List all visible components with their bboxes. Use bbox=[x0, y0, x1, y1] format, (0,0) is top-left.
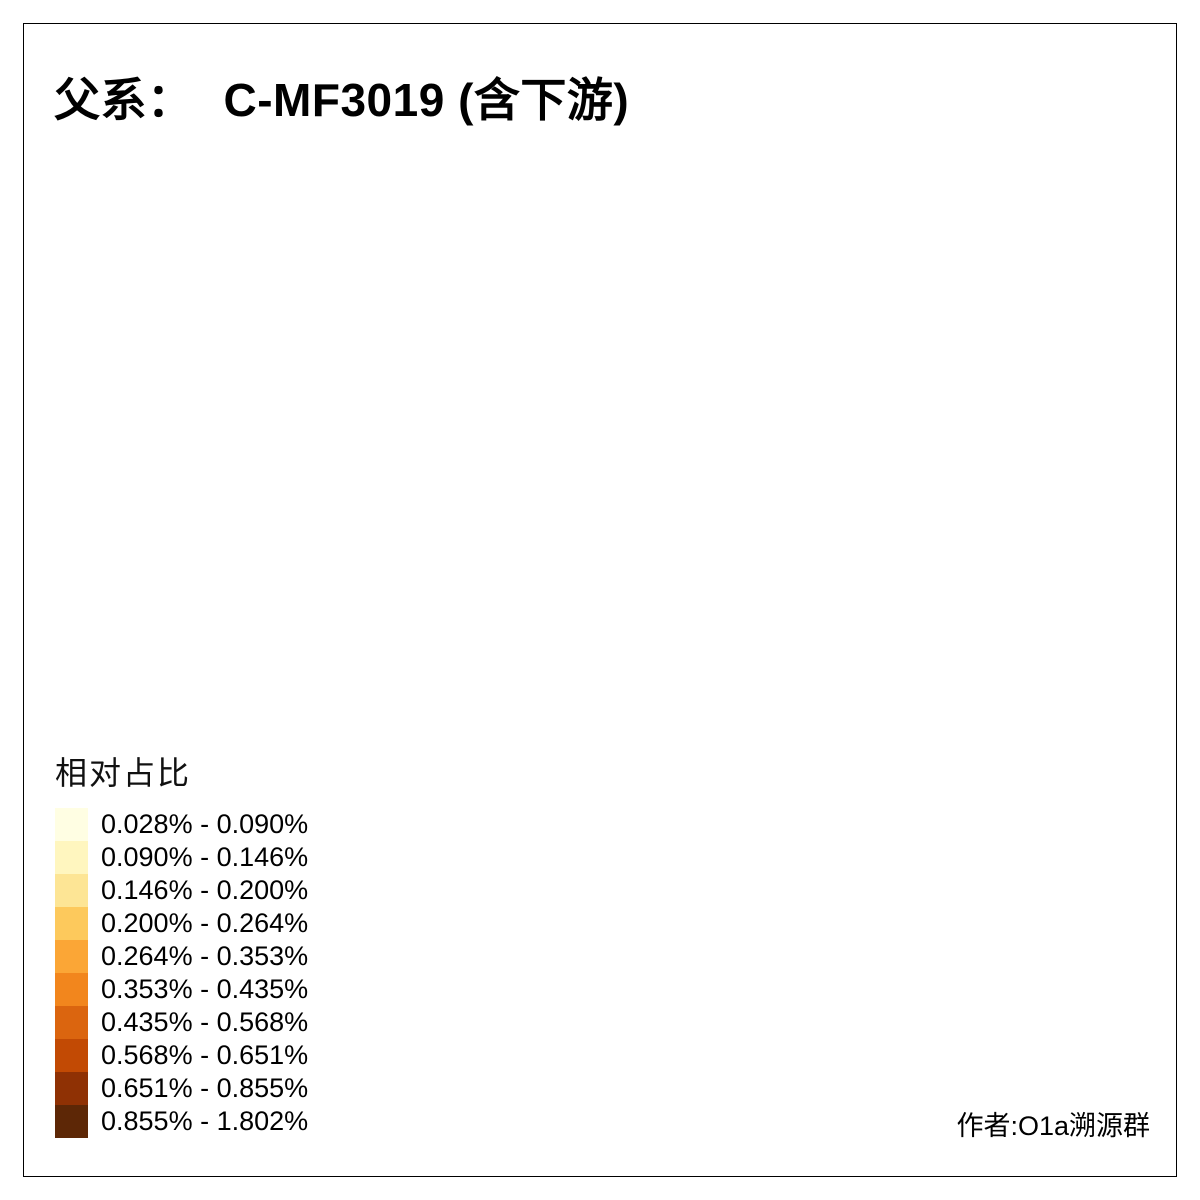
legend-swatch bbox=[55, 907, 88, 940]
legend-label: 0.028% - 0.090% bbox=[101, 809, 309, 839]
legend-swatch bbox=[55, 1105, 88, 1138]
legend-row: 0.264% - 0.353% bbox=[55, 940, 308, 973]
legend-swatch bbox=[55, 940, 88, 973]
legend-row: 0.028% - 0.090% bbox=[55, 808, 308, 841]
plot-frame bbox=[23, 23, 1177, 1177]
legend-row: 0.353% - 0.435% bbox=[55, 973, 308, 1006]
legend-row: 0.855% - 1.802% bbox=[55, 1105, 308, 1138]
legend-swatch bbox=[55, 841, 88, 874]
legend: 相对占比 0.028% - 0.090% 0.090% - 0.146% 0.146… bbox=[55, 748, 308, 1138]
legend-swatch bbox=[55, 874, 88, 907]
legend-label: 0.651% - 0.855% bbox=[101, 1073, 309, 1103]
legend-swatch bbox=[55, 1039, 88, 1072]
page-title: 父系： C-MF3019 (含下游) bbox=[54, 64, 629, 130]
legend-label: 0.200% - 0.264% bbox=[101, 908, 309, 938]
legend-row: 0.090% - 0.146% bbox=[55, 841, 308, 874]
author-credit: 作者:O1a溯源群 bbox=[956, 1111, 1150, 1141]
legend-label: 0.568% - 0.651% bbox=[101, 1040, 309, 1070]
legend-label: 0.264% - 0.353% bbox=[101, 941, 309, 971]
legend-row: 0.146% - 0.200% bbox=[55, 874, 308, 907]
title-haplogroup: C-MF3019 (含下游) bbox=[223, 74, 630, 126]
legend-swatch bbox=[55, 1006, 88, 1039]
legend-row: 0.651% - 0.855% bbox=[55, 1072, 308, 1105]
legend-row: 0.568% - 0.651% bbox=[55, 1039, 308, 1072]
legend-label: 0.090% - 0.146% bbox=[101, 842, 309, 872]
legend-label: 0.855% - 1.802% bbox=[101, 1106, 309, 1136]
legend-swatch bbox=[55, 973, 88, 1006]
legend-row: 0.435% - 0.568% bbox=[55, 1006, 308, 1039]
legend-swatch bbox=[55, 808, 88, 841]
legend-label: 0.146% - 0.200% bbox=[101, 875, 309, 905]
legend-label: 0.353% - 0.435% bbox=[101, 974, 309, 1004]
legend-row: 0.200% - 0.264% bbox=[55, 907, 308, 940]
legend-rows: 0.028% - 0.090% 0.090% - 0.146% 0.146% - 0… bbox=[55, 808, 308, 1138]
title-prefix: 父系： bbox=[54, 74, 194, 126]
legend-label: 0.435% - 0.568% bbox=[101, 1007, 309, 1037]
legend-swatch bbox=[55, 1072, 88, 1105]
legend-title: 相对占比 bbox=[55, 755, 192, 791]
